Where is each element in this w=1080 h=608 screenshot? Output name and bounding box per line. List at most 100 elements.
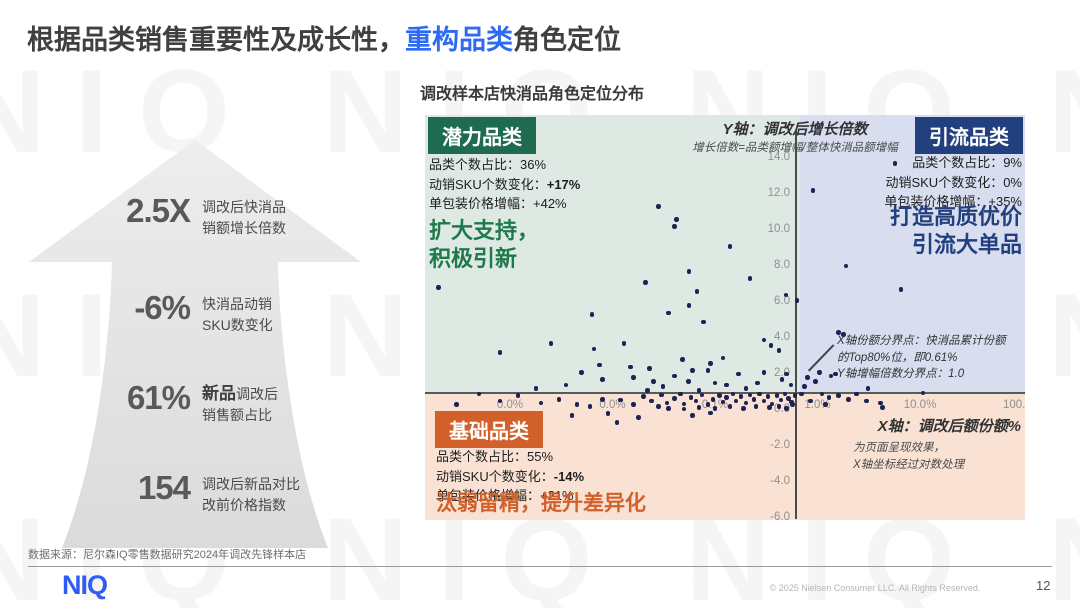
page-number: 12 <box>1036 578 1051 593</box>
data-point <box>784 406 789 411</box>
data-point <box>651 379 656 384</box>
data-point <box>656 404 661 409</box>
data-point <box>717 393 722 398</box>
data-point <box>784 371 789 377</box>
data-point <box>454 402 459 407</box>
data-point <box>476 391 482 397</box>
data-point <box>587 404 593 409</box>
x-tick-label: 10.0% <box>903 399 937 411</box>
data-point <box>436 285 441 290</box>
data-point <box>736 371 741 377</box>
title-suffix: 角色定位 <box>513 25 621 55</box>
stat-value: 61% <box>126 379 191 416</box>
data-point <box>664 400 670 406</box>
data-point <box>641 394 646 399</box>
stat-label: 快消品动销 SKU数变化 <box>202 296 273 333</box>
data-point <box>656 204 661 209</box>
stat-label: 调改后新品对比 改前价格指数 <box>202 476 300 513</box>
data-point <box>672 224 677 229</box>
data-point <box>686 379 691 384</box>
data-point <box>792 393 798 398</box>
data-point <box>701 319 706 325</box>
data-point <box>538 400 544 406</box>
data-point <box>790 402 795 407</box>
base-quadrant-slogan: 汰弱留精，提升差异化 <box>436 492 646 515</box>
y-boundary-line <box>425 392 1025 394</box>
y-tick-label: -6.0 <box>770 511 790 520</box>
data-point <box>743 386 749 391</box>
data-point <box>854 391 859 397</box>
data-point <box>666 406 671 411</box>
data-point <box>563 382 569 388</box>
potential-quadrant-slogan: 扩大支持， 积极引新 <box>429 218 540 271</box>
data-point <box>597 362 602 368</box>
data-point <box>761 337 767 343</box>
data-point <box>533 386 539 391</box>
footer-divider <box>28 566 1052 567</box>
data-point <box>574 402 580 407</box>
data-point <box>836 393 841 398</box>
data-point <box>591 346 597 352</box>
chart-title: 调改样本店快消品角色定位分布 <box>420 86 645 103</box>
data-point <box>672 373 677 379</box>
data-point <box>767 405 772 410</box>
data-point <box>720 355 726 361</box>
stat-row-price-index: 154 调改后新品对比 改前价格指数 <box>28 469 300 515</box>
data-point <box>813 379 818 384</box>
data-point <box>579 370 584 375</box>
data-point <box>686 303 692 308</box>
data-point <box>810 188 816 193</box>
data-point <box>878 400 883 406</box>
data-point <box>705 368 711 373</box>
data-point <box>779 377 785 382</box>
data-point <box>600 377 605 382</box>
title-highlight: 重构品类 <box>405 25 513 55</box>
data-point <box>757 391 762 397</box>
data-point <box>643 280 648 285</box>
data-point <box>761 398 767 404</box>
x-axis-annotation: X轴：调改后额份额% 为页面呈现效果， X轴坐标经过对数处理 <box>853 418 1021 471</box>
title-prefix: 根据品类销售重要性及成长性， <box>27 25 405 55</box>
data-point <box>696 388 702 393</box>
stat-row-new-product-share: 61% 新品调改后 销售额占比 <box>28 379 278 425</box>
data-point <box>621 341 627 346</box>
scatter-chart: 14.0 12.0 10.0 8.0 6.0 4.0 2.0 0.0 -2.0 -4.0 -6.0 0… <box>425 115 1025 520</box>
data-point <box>817 370 822 375</box>
data-point <box>741 406 746 411</box>
potential-quadrant-stats: 品类个数占比：36% 动销SKU个数变化：+17% 单包装价格增幅：+42% <box>429 157 581 211</box>
data-point <box>846 397 851 402</box>
data-point <box>920 390 926 396</box>
stat-value: 154 <box>137 469 191 506</box>
data-point <box>768 343 774 348</box>
data-point <box>898 287 904 292</box>
data-point <box>865 386 871 391</box>
data-point <box>681 406 687 412</box>
stat-row-sku-change: -6% 快消品动销 SKU数变化 <box>28 289 273 335</box>
potential-quadrant-label: 潜力品类 <box>428 117 536 154</box>
data-point <box>497 398 503 404</box>
y-tick-label: 12.0 <box>767 187 790 199</box>
magnet-quadrant-slogan: 打造高质优价 引流大单品 <box>889 204 1022 257</box>
x-tick-label: 100.0% <box>1002 399 1025 411</box>
data-point <box>659 392 664 397</box>
data-point <box>783 292 789 298</box>
data-point <box>690 413 695 418</box>
data-point <box>645 388 650 393</box>
data-point <box>778 397 784 403</box>
data-point <box>823 402 828 407</box>
y-axis-annotation: Y轴：调改后增长倍数 增长倍数=品类额增幅/整体快消品额增幅 <box>692 121 898 154</box>
data-point <box>636 415 641 420</box>
page-title: 根据品类销售重要性及成长性，重构品类角色定位 <box>27 18 621 57</box>
copyright: © 2025 Nielsen Consumer LLC. All Rights … <box>769 583 981 593</box>
data-point <box>841 332 846 337</box>
y-tick-label: 14.0 <box>767 151 790 163</box>
data-point <box>733 398 739 404</box>
data-point <box>755 380 760 386</box>
data-point <box>589 312 595 317</box>
x-boundary-line <box>795 131 797 519</box>
data-point <box>631 402 636 407</box>
data-point <box>805 375 810 380</box>
data-point <box>515 393 521 398</box>
data-point <box>674 217 679 222</box>
